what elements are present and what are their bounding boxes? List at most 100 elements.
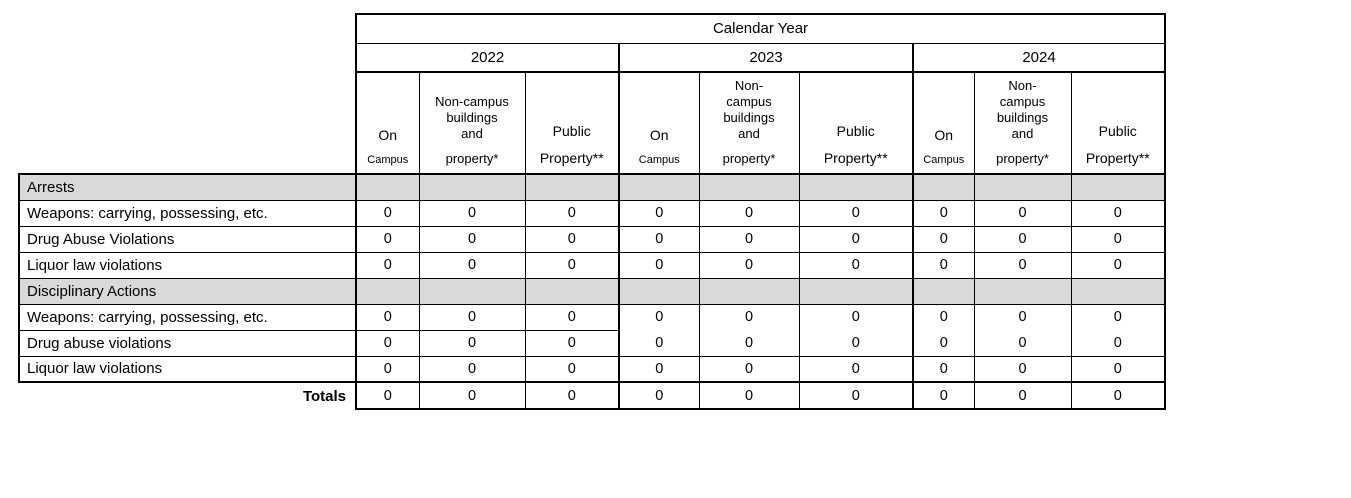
col-header-public-property-2022: Public Property**	[524, 71, 620, 175]
data-cell: 0	[973, 225, 1072, 253]
data-cell: 0	[1070, 225, 1166, 253]
data-cell: 0	[973, 381, 1072, 410]
row-label: Weapons: carrying, possessing, etc.	[18, 199, 357, 227]
data-cell: 0	[698, 251, 800, 279]
data-cell: 0	[798, 225, 914, 253]
data-cell: 0	[798, 330, 914, 357]
col-header-public-property-2024: Public Property**	[1070, 71, 1166, 175]
data-cell	[355, 173, 420, 201]
data-cell: 0	[973, 330, 1072, 357]
data-cell: 0	[1070, 381, 1166, 410]
year-header-2022: 2022	[355, 42, 620, 73]
col-header-public-property-2023: Public Property**	[798, 71, 914, 175]
data-cell	[618, 173, 700, 201]
data-cell: 0	[698, 225, 800, 253]
table-row: Weapons: carrying, possessing, etc. 0 0 0 0 0…	[18, 303, 1166, 331]
data-cell: 0	[418, 381, 526, 410]
data-cell: 0	[912, 251, 975, 279]
data-cell	[698, 173, 800, 201]
data-cell	[524, 277, 620, 305]
data-cell: 0	[618, 251, 700, 279]
data-cell: 0	[912, 199, 975, 227]
data-cell: 0	[798, 381, 914, 410]
calendar-year-row: Calendar Year	[19, 13, 1166, 44]
table-body: Arrests Weapons: carrying, possessing, et…	[18, 173, 1166, 410]
data-cell	[524, 173, 620, 201]
data-cell: 0	[698, 355, 800, 383]
table-corner-spacer	[19, 14, 356, 174]
data-cell: 0	[698, 330, 800, 357]
data-cell: 0	[912, 381, 975, 410]
data-cell: 0	[973, 355, 1072, 383]
data-cell: 0	[524, 303, 620, 331]
data-cell	[798, 277, 914, 305]
data-cell: 0	[618, 381, 700, 410]
data-cell	[1070, 277, 1166, 305]
crime-stats-table: Calendar Year 2022 2023 2024 On Campus N…	[18, 13, 1166, 410]
data-cell: 0	[618, 225, 700, 253]
data-cell: 0	[912, 355, 975, 383]
data-cell: 0	[618, 330, 700, 357]
section-label: Arrests	[18, 173, 357, 201]
table-row: Liquor law violations 0 0 0 0 0 0 0 0 0	[18, 251, 1166, 279]
data-cell: 0	[355, 355, 420, 383]
data-cell: 0	[973, 199, 1072, 227]
data-cell: 0	[418, 329, 526, 357]
data-cell: 0	[355, 225, 420, 253]
data-cell: 0	[418, 303, 526, 331]
data-cell	[798, 173, 914, 201]
data-cell: 0	[698, 199, 800, 227]
data-cell: 0	[618, 355, 700, 383]
data-cell: 0	[524, 381, 620, 410]
table-row: Drug Abuse Violations 0 0 0 0 0 0 0 0 0	[18, 225, 1166, 253]
section-row: Disciplinary Actions	[18, 277, 1166, 305]
data-cell: 0	[418, 225, 526, 253]
data-cell: 0	[618, 303, 700, 330]
data-cell: 0	[524, 355, 620, 383]
data-cell: 0	[1070, 303, 1166, 330]
col-header-on-campus-2024: On Campus	[912, 71, 975, 175]
data-cell: 0	[355, 251, 420, 279]
table-row: Liquor law violations 0 0 0 0 0 0 0 0 0	[18, 355, 1166, 383]
data-cell: 0	[912, 303, 975, 330]
data-cell	[912, 277, 975, 305]
data-cell: 0	[798, 251, 914, 279]
data-cell	[973, 173, 1072, 201]
row-label: Drug Abuse Violations	[18, 225, 357, 253]
data-cell: 0	[418, 199, 526, 227]
year-header-2024: 2024	[912, 42, 1166, 73]
data-cell: 0	[798, 199, 914, 227]
col-header-on-campus-2022: On Campus	[355, 71, 420, 175]
table-row: Drug abuse violations 0 0 0 0 0 0 0 0 0	[18, 329, 1166, 357]
data-cell: 0	[355, 303, 420, 331]
data-cell: 0	[1070, 355, 1166, 383]
data-cell: 0	[912, 225, 975, 253]
data-cell: 0	[355, 381, 420, 410]
col-header-noncampus-2022: Non-campus buildings and property*	[418, 71, 526, 175]
data-cell	[418, 173, 526, 201]
row-label: Liquor law violations	[18, 251, 357, 279]
col-header-noncampus-2024: Non- campus buildings and property*	[973, 71, 1072, 175]
totals-label: Totals	[302, 387, 346, 405]
data-cell: 0	[912, 330, 975, 357]
data-cell: 0	[698, 303, 800, 330]
data-cell: 0	[1070, 330, 1166, 357]
data-cell	[355, 277, 420, 305]
row-label: Drug abuse violations	[18, 329, 357, 357]
section-label: Disciplinary Actions	[18, 277, 357, 305]
table-row: Weapons: carrying, possessing, etc. 0 0 0 0 0…	[18, 199, 1166, 227]
year-header-2023: 2023	[618, 42, 914, 73]
data-cell: 0	[798, 303, 914, 330]
data-cell	[698, 277, 800, 305]
data-cell: 0	[524, 251, 620, 279]
year-row: 2022 2023 2024	[19, 42, 1166, 73]
col-header-noncampus-2023: Non- campus buildings and property*	[698, 71, 800, 175]
data-cell	[1070, 173, 1166, 201]
data-cell: 0	[524, 199, 620, 227]
data-cell: 0	[524, 329, 620, 357]
calendar-year-header: Calendar Year	[355, 13, 1166, 44]
data-cell: 0	[973, 303, 1072, 330]
data-cell: 0	[618, 199, 700, 227]
data-cell: 0	[698, 381, 800, 410]
